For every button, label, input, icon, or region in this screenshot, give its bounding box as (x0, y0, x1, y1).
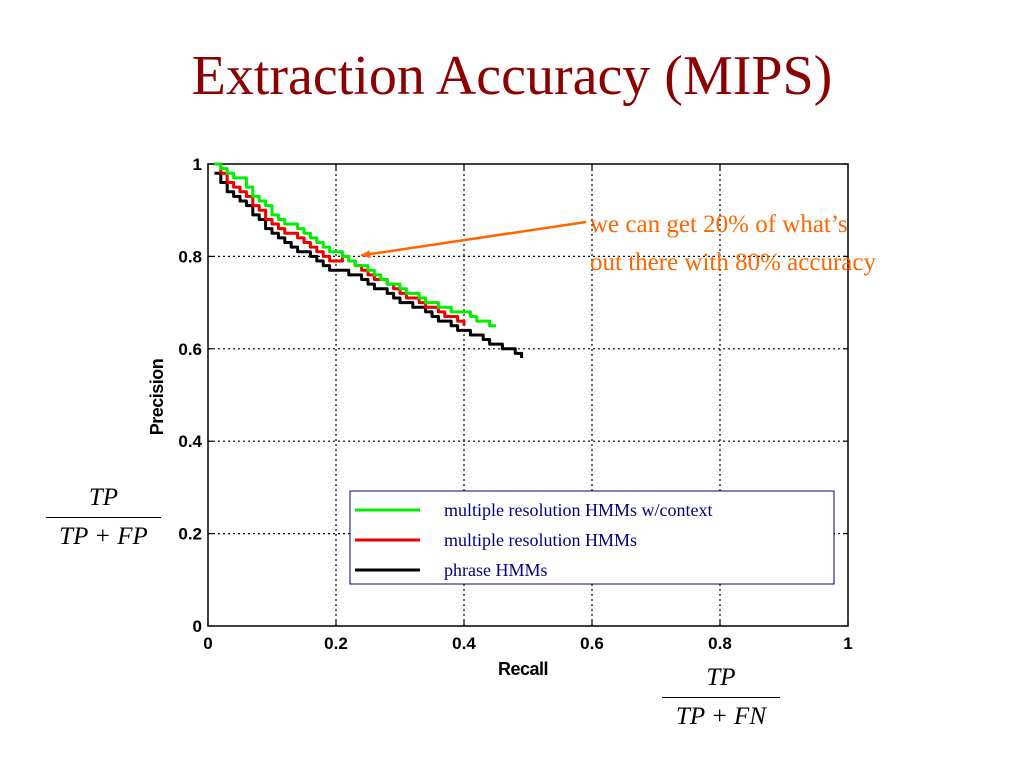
legend-entry: phrase HMMs (444, 560, 548, 580)
x-tick-label: 1 (843, 634, 852, 653)
legend-entry: multiple resolution HMMs (444, 530, 637, 550)
legend-box (349, 490, 835, 585)
y-tick-label: 0.8 (178, 247, 202, 266)
x-tick-label: 0.8 (708, 634, 732, 653)
x-tick-label: 0.2 (324, 634, 348, 653)
x-tick-label: 0.6 (580, 634, 604, 653)
recall-denominator: TP + FN (675, 703, 767, 730)
precision-formula: TP TP + FP (46, 484, 161, 551)
annotation-line-2: out there with 80% accuracy (590, 249, 876, 276)
y-tick-label: 0.4 (178, 432, 202, 451)
precision-fraction-bar (46, 517, 161, 518)
series-line-multiple-resolution-hmms (214, 162, 466, 326)
y-tick-label: 0.2 (178, 525, 202, 544)
y-tick-label: 1 (193, 155, 202, 174)
series-layer (214, 162, 524, 359)
plot-frame (207, 163, 849, 627)
series-line-multiple-resolution-hmms-w-context (214, 162, 496, 328)
axis-ticks: 0 0.2 0.4 0.6 0.8 1 0 0.2 0.4 0.6 0.8 1 (178, 155, 852, 653)
slide-title: Extraction Accuracy (MIPS) (191, 45, 833, 107)
legend: multiple resolution HMMs w/context multip… (349, 490, 835, 585)
recall-fraction-bar (662, 697, 780, 698)
legend-entry: multiple resolution HMMs w/context (444, 500, 712, 520)
annotation-line-1: we can get 20% of what’s (590, 211, 848, 238)
x-axis-label: Recall (498, 659, 548, 679)
recall-numerator: TP (706, 664, 736, 691)
x-tick-label: 0.4 (452, 634, 476, 653)
annotation-arrow (360, 220, 587, 259)
precision-numerator: TP (88, 484, 119, 511)
y-axis-label: Precision (147, 359, 167, 436)
annotation-text: we can get 20% of what’s out there with … (590, 206, 1010, 282)
y-tick-label: 0.6 (178, 340, 202, 359)
precision-denominator: TP + FP (59, 523, 148, 550)
x-tick-label: 0 (203, 634, 212, 653)
y-tick-label: 0 (193, 617, 202, 636)
recall-formula: TP TP + FN (662, 664, 780, 731)
series-line-phrase-hmms (214, 171, 524, 359)
